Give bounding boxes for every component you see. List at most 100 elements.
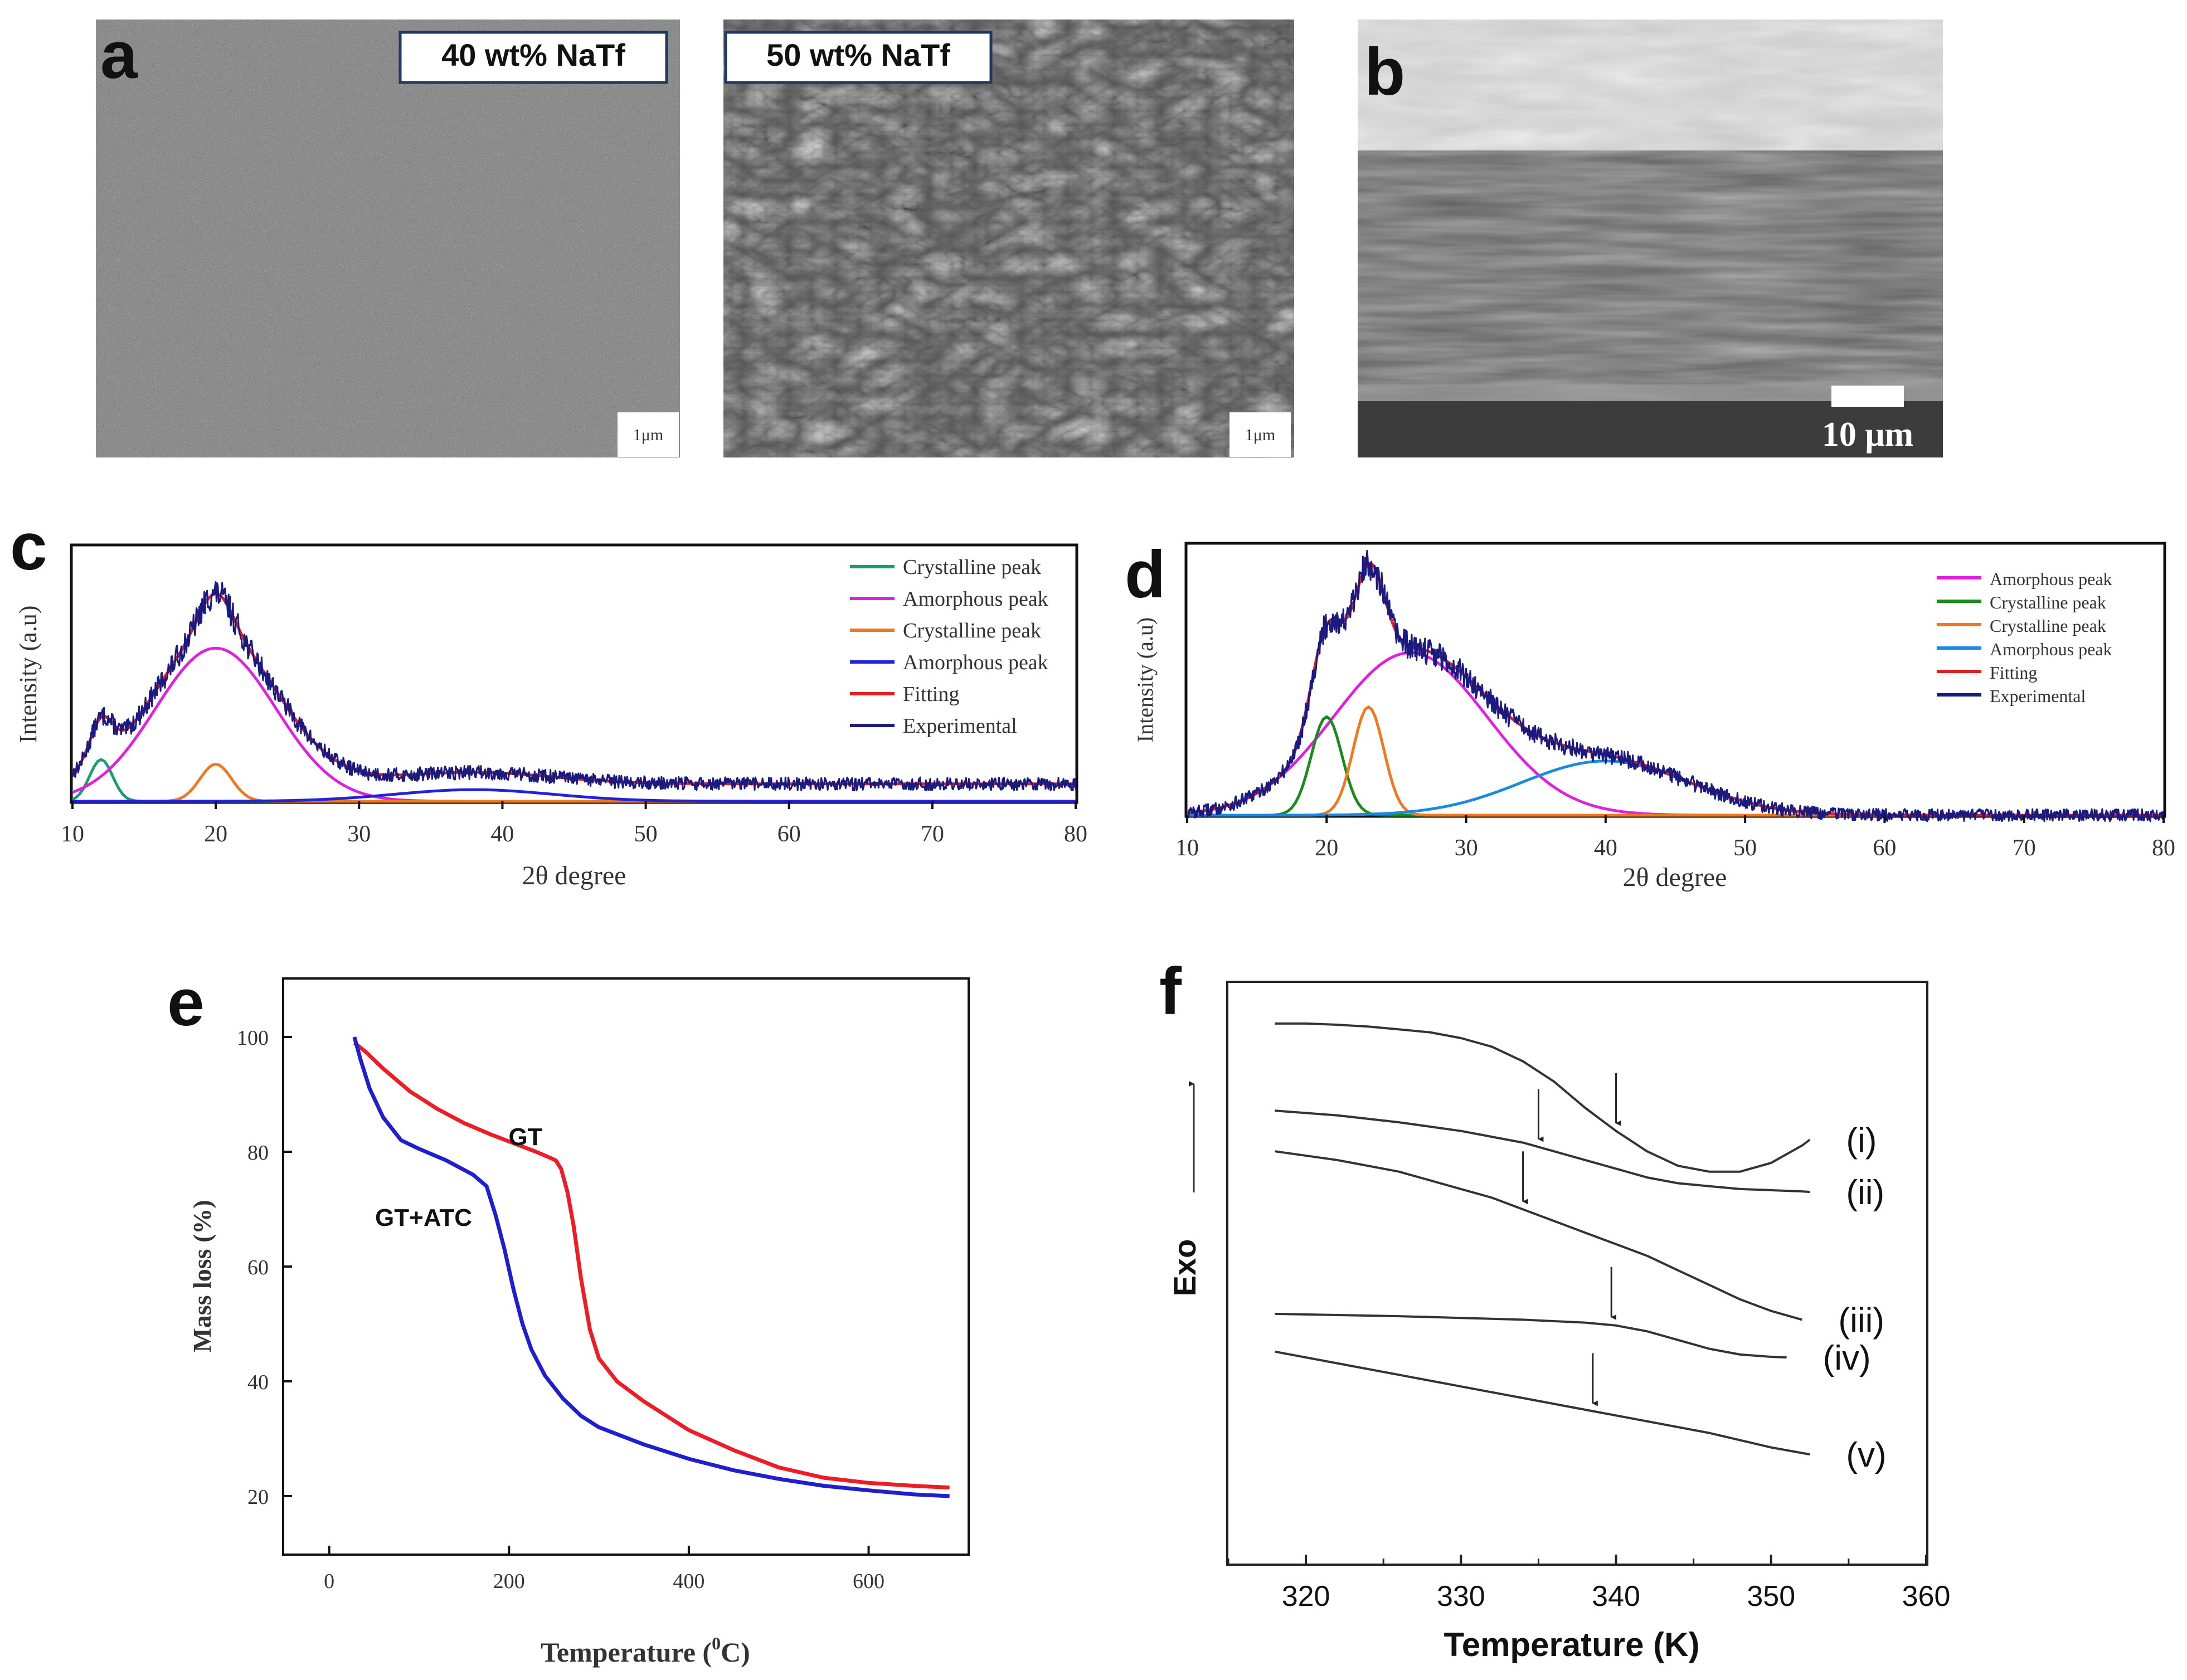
y-tick-label: 40	[247, 1371, 269, 1394]
panel-letter-b: b	[1364, 35, 1405, 109]
x-tick-label: 70	[921, 821, 944, 847]
series-line-d-plot-5	[1187, 549, 2165, 822]
x-tick-label: 80	[1064, 821, 1087, 847]
plot-area-d	[1187, 549, 2165, 822]
legend-entry: Fitting	[1990, 663, 2037, 683]
legend-entry: Amorphous peak	[903, 651, 1048, 674]
x-tick-label: 50	[1733, 835, 1757, 861]
legend-entry: Experimental	[1990, 686, 2086, 706]
x-axis-label-e-sup: 0	[712, 1633, 721, 1653]
series-label-gt: GT	[508, 1123, 542, 1151]
x-tick-label: 60	[1873, 835, 1896, 861]
panel-b: b 10 μm	[1358, 20, 1943, 457]
x-tick-label: 10	[1175, 835, 1199, 861]
x-tick-label: 50	[634, 821, 658, 847]
x-axis-label-f: Temperature (K)	[1444, 1626, 1700, 1663]
dsc-curve-0	[1275, 1022, 1811, 1173]
legend-entry: Fitting	[903, 683, 959, 706]
curve-label: (v)	[1846, 1436, 1886, 1474]
plot-area-e	[352, 1036, 950, 1498]
x-tick-label: 40	[490, 821, 514, 847]
curve-label: (i)	[1846, 1121, 1877, 1160]
label-box-40wt	[398, 31, 668, 84]
x-tick-label: 30	[1455, 835, 1478, 861]
legend-entry: Crystalline peak	[1990, 616, 2106, 636]
scale-label: 10 μm	[1822, 416, 1913, 454]
x-tick-label: 60	[777, 821, 801, 847]
y-axis-label-f: Exo	[1167, 1239, 1202, 1297]
x-tick-label: 80	[2152, 835, 2175, 861]
x-tick-label: 340	[1592, 1580, 1640, 1613]
legend-entry: Crystalline peak	[903, 619, 1041, 642]
y-tick-label: 60	[247, 1256, 269, 1279]
x-axis-label-d: 2θ degree	[1623, 863, 1727, 892]
legend-entry: Crystalline peak	[903, 556, 1041, 579]
series-line-d-plot-2	[1187, 705, 2164, 817]
sem-texture-50wt	[723, 20, 1294, 457]
x-tick-label: 320	[1282, 1580, 1330, 1613]
legend-entry: Amorphous peak	[1990, 569, 2112, 589]
plot-area-c	[71, 581, 1077, 803]
label-box-50wt	[724, 31, 993, 84]
x-axis-label-c: 2θ degree	[522, 861, 626, 890]
legend-c: Crystalline peak Amorphous peak Crystallin…	[850, 556, 1048, 738]
cross-section-top	[1358, 20, 1943, 153]
cross-section-film-texture	[1358, 150, 1943, 401]
x-tick-label: 200	[493, 1570, 525, 1593]
dsc-curve-3	[1275, 1312, 1787, 1359]
y-tick-label: 20	[247, 1486, 269, 1509]
x-tick-labels-e: 0 200 400 600	[324, 1546, 884, 1593]
series-line-c-plot-5	[71, 581, 1077, 791]
curve-labels-f: (i) (ii) (iii)(iv) (v)	[1823, 1121, 1887, 1474]
y-tick-label: 100	[237, 1026, 269, 1050]
dsc-curve-2	[1275, 1150, 1802, 1321]
x-tick-label: 400	[673, 1570, 704, 1593]
legend-entry: Amorphous peak	[903, 587, 1048, 611]
series-line-d-plot-1	[1187, 715, 2164, 817]
x-tick-label: 30	[347, 821, 371, 847]
scale-box-right	[1229, 412, 1291, 457]
series-line-c-plot-3	[72, 788, 1076, 803]
dsc-curve-1	[1275, 1109, 1810, 1194]
x-tick-labels-d: 10 20 30 40 50 60 70 80	[1175, 815, 2175, 861]
x-tick-label: 70	[2013, 835, 2036, 861]
curve-label: (ii)	[1846, 1173, 1884, 1212]
sem-texture-40wt	[96, 20, 680, 457]
plot-frame-f	[1226, 981, 1928, 1566]
curve-label: (iv)	[1823, 1339, 1871, 1377]
x-tick-label: 20	[204, 821, 227, 847]
scale-label-right: 1μm	[1245, 426, 1275, 444]
legend-d: Amorphous peak Crystalline peak Crystallin…	[1937, 569, 2112, 706]
x-tick-label: 600	[853, 1570, 884, 1593]
y-tick-labels-e: 20 40 60 80 100	[237, 1026, 292, 1509]
scale-label-left: 1μm	[633, 426, 663, 444]
series-label-gt-atc: GT+ATC	[375, 1204, 472, 1231]
panel-letter-c: c	[10, 509, 47, 584]
curve-label: (iii)	[1838, 1301, 1884, 1340]
series-line-e-1	[352, 1036, 950, 1498]
legend-entry: Experimental	[903, 714, 1017, 738]
panel-letter-e: e	[167, 965, 205, 1040]
x-axis-label-e: Temperature (0C)	[541, 1633, 750, 1668]
scale-box-left	[618, 412, 679, 457]
x-axis-label-e-end: C)	[721, 1637, 750, 1668]
x-tick-label: 0	[324, 1570, 334, 1593]
panel-d: d 10 20 30 40 50 60 70 80 2θ degree Intensity (…	[1125, 537, 2175, 892]
legend-entry: Crystalline peak	[1990, 592, 2106, 612]
panel-a: a 40 wt% NaTf 50 wt% NaTf 1μm 1μm	[96, 18, 1294, 457]
y-tick-label: 80	[247, 1141, 269, 1165]
x-tick-label: 20	[1315, 835, 1338, 861]
scale-bar	[1831, 386, 1904, 407]
x-tick-label: 350	[1747, 1580, 1795, 1613]
panel-letter-a: a	[100, 18, 138, 92]
legend-entry: Amorphous peak	[1990, 639, 2112, 659]
x-tick-labels-c: 10 20 30 40 50 60 70 80	[61, 801, 1087, 847]
x-axis-label-e-main: Temperature (	[541, 1637, 712, 1668]
plot-area-f	[1275, 1022, 1811, 1456]
series-line-e-0	[353, 1041, 950, 1490]
label-50wt: 50 wt% NaTf	[766, 37, 950, 72]
y-axis-label-c: Intensity (a.u)	[14, 606, 42, 743]
x-tick-label: 330	[1437, 1580, 1485, 1613]
dsc-curve-4	[1275, 1350, 1810, 1456]
